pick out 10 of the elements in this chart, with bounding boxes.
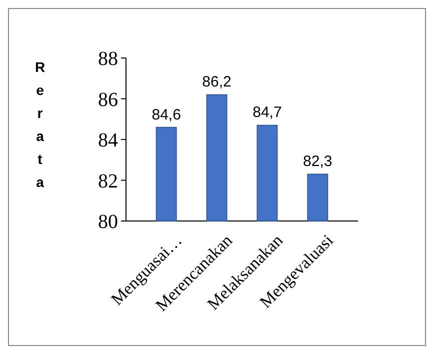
data-label: 84,7 xyxy=(252,104,282,122)
data-label: 84,6 xyxy=(152,106,181,124)
data-label: 82,3 xyxy=(303,153,332,170)
y-tick-label: 80 xyxy=(98,211,118,233)
y-tick-label: 88 xyxy=(98,48,118,70)
y-axis-title: Rerata xyxy=(34,59,46,190)
y-tick-label: 82 xyxy=(98,170,118,192)
y-tick-label: 84 xyxy=(98,130,118,152)
y-tick-label: 86 xyxy=(98,88,118,111)
data-label: 86,2 xyxy=(202,74,232,91)
